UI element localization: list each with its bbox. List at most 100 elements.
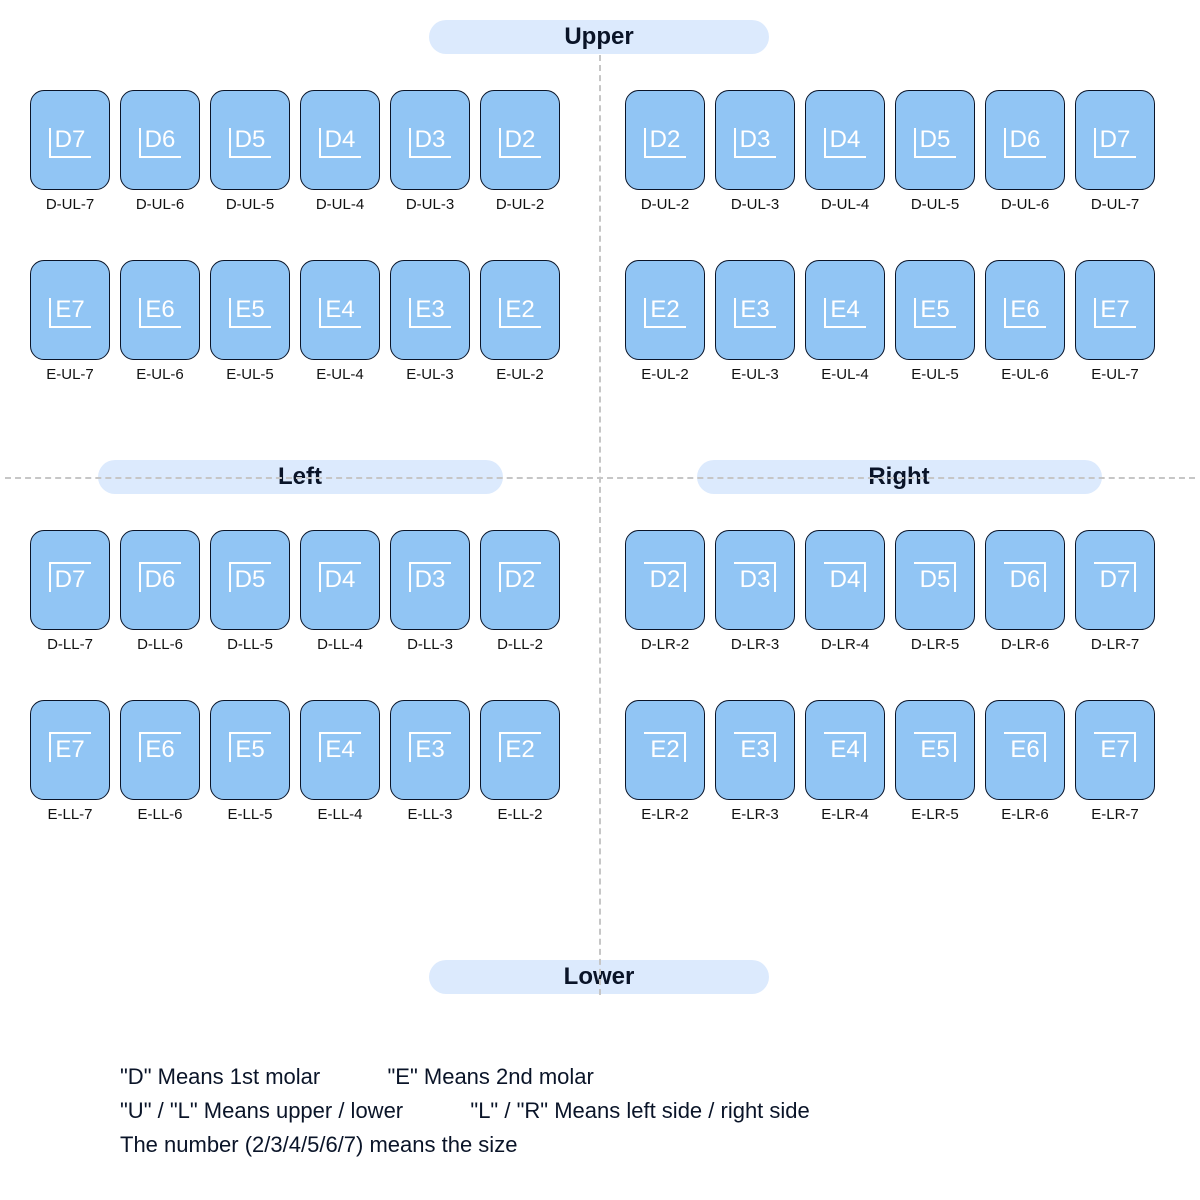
- bracket-corner-icon: [1094, 562, 1136, 592]
- horizontal-divider: [5, 477, 1195, 479]
- tooth-D-UL-6: D6: [985, 90, 1065, 190]
- tooth-label: D6: [1010, 566, 1041, 594]
- tooth-code: E-UL-5: [210, 366, 290, 383]
- bracket-corner-icon: [824, 128, 866, 158]
- bracket-corner-icon: [499, 732, 541, 762]
- tooth-code: D-UL-3: [390, 196, 470, 213]
- tooth-code: D-UL-4: [805, 196, 885, 213]
- tooth-code: D-UL-4: [300, 196, 380, 213]
- bracket-corner-icon: [319, 128, 361, 158]
- bracket-corner-icon: [1004, 562, 1046, 592]
- tooth-code: E-LL-6: [120, 806, 200, 823]
- tooth-label: D4: [830, 566, 861, 594]
- tooth-label: D3: [415, 566, 446, 594]
- bracket-corner-icon: [1004, 298, 1046, 328]
- tooth-code: D-UL-7: [1075, 196, 1155, 213]
- tooth-code: E-LR-7: [1075, 806, 1155, 823]
- tooth-label: E7: [1100, 296, 1129, 324]
- tooth-D-UL-2: D2: [480, 90, 560, 190]
- tooth-label: D2: [650, 126, 681, 154]
- tooth-D-UL-6: D6: [120, 90, 200, 190]
- bracket-corner-icon: [914, 298, 956, 328]
- tooth-label: D2: [650, 566, 681, 594]
- tooth-E-UL-4: E4: [805, 260, 885, 360]
- legend-line-1: "D" Means 1st molar "E" Means 2nd molar: [120, 1060, 810, 1094]
- tooth-label: D3: [740, 126, 771, 154]
- tooth-E-UL-3: E3: [715, 260, 795, 360]
- tooth-label: E4: [325, 736, 354, 764]
- bracket-corner-icon: [734, 128, 776, 158]
- tooth-code: D-UL-2: [480, 196, 560, 213]
- tooth-label: D5: [235, 566, 266, 594]
- bracket-corner-icon: [409, 562, 451, 592]
- tooth-code: E-UL-3: [390, 366, 470, 383]
- bracket-corner-icon: [229, 562, 271, 592]
- tooth-D-LL-4: D4: [300, 530, 380, 630]
- tooth-code: E-UL-7: [1075, 366, 1155, 383]
- tooth-E-UL-7: E7: [30, 260, 110, 360]
- bracket-corner-icon: [139, 562, 181, 592]
- tooth-code: E-LL-7: [30, 806, 110, 823]
- tooth-E-LR-6: E6: [985, 700, 1065, 800]
- tooth-label: D5: [235, 126, 266, 154]
- tooth-D-LR-2: D2: [625, 530, 705, 630]
- tooth-label: E2: [650, 296, 679, 324]
- tooth-code: D-LL-4: [300, 636, 380, 653]
- tooth-E-LL-2: E2: [480, 700, 560, 800]
- vertical-divider: [599, 55, 601, 995]
- tooth-code: D-UL-5: [895, 196, 975, 213]
- tooth-label: E4: [325, 296, 354, 324]
- tooth-D-LL-7: D7: [30, 530, 110, 630]
- label-upper: Upper: [429, 20, 769, 54]
- bracket-corner-icon: [824, 732, 866, 762]
- tooth-label: D7: [1100, 566, 1131, 594]
- bracket-corner-icon: [49, 562, 91, 592]
- bracket-corner-icon: [499, 298, 541, 328]
- tooth-D-LL-5: D5: [210, 530, 290, 630]
- tooth-E-UL-5: E5: [210, 260, 290, 360]
- tooth-code: D-UL-6: [985, 196, 1065, 213]
- bracket-corner-icon: [824, 562, 866, 592]
- tooth-label: E3: [415, 736, 444, 764]
- tooth-label: E7: [55, 296, 84, 324]
- bracket-corner-icon: [409, 298, 451, 328]
- bracket-corner-icon: [1004, 128, 1046, 158]
- tooth-code: E-UL-3: [715, 366, 795, 383]
- tooth-label: D5: [920, 126, 951, 154]
- tooth-D-UL-7: D7: [1075, 90, 1155, 190]
- tooth-label: E2: [505, 736, 534, 764]
- legend-2b: "L" / "R" Means left side / right side: [470, 1098, 809, 1123]
- bracket-corner-icon: [644, 128, 686, 158]
- tooth-D-UL-4: D4: [300, 90, 380, 190]
- tooth-code: D-LR-4: [805, 636, 885, 653]
- tooth-D-UL-5: D5: [210, 90, 290, 190]
- tooth-E-UL-6: E6: [985, 260, 1065, 360]
- tooth-code: E-LL-4: [300, 806, 380, 823]
- tooth-code: D-UL-7: [30, 196, 110, 213]
- tooth-code: D-LL-2: [480, 636, 560, 653]
- bracket-corner-icon: [914, 732, 956, 762]
- tooth-label: D7: [1100, 126, 1131, 154]
- tooth-D-LL-3: D3: [390, 530, 470, 630]
- tooth-E-LR-4: E4: [805, 700, 885, 800]
- tooth-code: D-UL-3: [715, 196, 795, 213]
- tooth-code: D-UL-5: [210, 196, 290, 213]
- tooth-code: D-LL-7: [30, 636, 110, 653]
- tooth-D-UL-5: D5: [895, 90, 975, 190]
- tooth-label: E4: [830, 296, 859, 324]
- bracket-corner-icon: [49, 732, 91, 762]
- tooth-E-UL-6: E6: [120, 260, 200, 360]
- tooth-code: E-LR-2: [625, 806, 705, 823]
- legend: "D" Means 1st molar "E" Means 2nd molar …: [120, 1060, 810, 1162]
- bracket-corner-icon: [824, 298, 866, 328]
- bracket-corner-icon: [734, 298, 776, 328]
- tooth-code: E-UL-6: [985, 366, 1065, 383]
- tooth-code: E-LR-4: [805, 806, 885, 823]
- tooth-label: E6: [1010, 296, 1039, 324]
- tooth-code: E-LL-5: [210, 806, 290, 823]
- tooth-E-LL-7: E7: [30, 700, 110, 800]
- tooth-D-UL-3: D3: [715, 90, 795, 190]
- tooth-D-LR-3: D3: [715, 530, 795, 630]
- tooth-E-LL-4: E4: [300, 700, 380, 800]
- tooth-code: E-LR-6: [985, 806, 1065, 823]
